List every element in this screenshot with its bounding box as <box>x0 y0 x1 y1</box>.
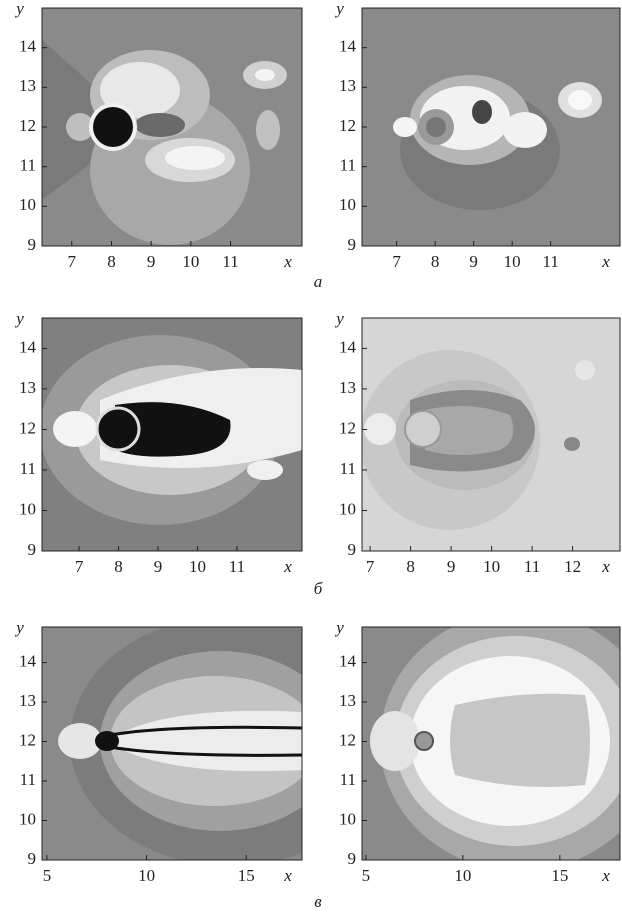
y-tick-label: 9 <box>28 235 37 254</box>
x-tick-label: 11 <box>542 252 558 271</box>
y-tick-label: 11 <box>20 770 36 789</box>
contour-field <box>362 611 622 871</box>
y-tick-label: 9 <box>28 849 37 868</box>
x-tick-label: 10 <box>182 252 199 271</box>
y-tick-label: 11 <box>340 459 356 478</box>
contour-field <box>42 616 390 866</box>
y-tick-label: 11 <box>340 770 356 789</box>
x-axis-label: x <box>601 866 610 885</box>
y-tick-label: 12 <box>339 418 356 437</box>
x-tick-label: 8 <box>431 252 440 271</box>
x-tick-label: 9 <box>154 557 163 576</box>
x-tick-label: 8 <box>114 557 123 576</box>
x-tick-label: 5 <box>362 866 371 885</box>
y-tick-label: 10 <box>339 809 356 828</box>
y-tick-label: 13 <box>19 76 36 95</box>
x-tick-label: 11 <box>229 557 245 576</box>
y-tick-label: 9 <box>348 235 357 254</box>
y-tick-label: 11 <box>340 156 356 175</box>
y-axis-label: y <box>14 618 24 637</box>
contour-field <box>42 8 302 246</box>
y-tick-label: 9 <box>348 849 357 868</box>
x-axis-label: x <box>283 252 292 271</box>
x-axis-label: x <box>601 252 610 271</box>
x-tick-label: 15 <box>238 866 255 885</box>
x-tick-label: 9 <box>147 252 156 271</box>
y-tick-label: 9 <box>28 540 37 559</box>
x-tick-label: 12 <box>564 557 581 576</box>
y-tick-label: 14 <box>339 651 357 670</box>
y-axis-label: y <box>14 0 24 18</box>
contour-field <box>40 318 302 551</box>
y-tick-label: 13 <box>19 691 36 710</box>
x-axis-label: x <box>601 557 610 576</box>
x-axis-label: x <box>283 557 292 576</box>
x-tick-label: 8 <box>406 557 415 576</box>
y-axis-label: y <box>334 0 344 18</box>
x-tick-label: 7 <box>68 252 77 271</box>
x-tick-label: 9 <box>469 252 478 271</box>
x-tick-label: 7 <box>75 557 84 576</box>
y-tick-label: 14 <box>19 337 37 356</box>
contour-field <box>362 8 620 246</box>
x-tick-label: 7 <box>366 557 375 576</box>
contour-field <box>360 318 620 551</box>
x-tick-label: 11 <box>524 557 540 576</box>
x-tick-label: 11 <box>222 252 238 271</box>
y-axis-label: y <box>334 309 344 328</box>
y-tick-label: 12 <box>19 116 36 135</box>
x-tick-label: 7 <box>392 252 401 271</box>
y-tick-label: 12 <box>339 116 356 135</box>
y-tick-label: 9 <box>348 540 357 559</box>
panel-label: а <box>314 272 323 291</box>
x-tick-label: 15 <box>551 866 568 885</box>
y-tick-label: 14 <box>339 37 357 56</box>
x-tick-label: 9 <box>447 557 456 576</box>
y-tick-label: 12 <box>339 730 356 749</box>
y-tick-label: 13 <box>339 76 356 95</box>
panel-label: в <box>314 892 322 911</box>
figure: а б в 9 10 11 12 13 14 7 8 9 10 11 y x 9 10 11 12 13 14 7 8 9… <box>0 0 622 913</box>
x-tick-label: 10 <box>483 557 500 576</box>
y-tick-label: 10 <box>339 499 356 518</box>
y-tick-label: 10 <box>19 195 36 214</box>
y-axis-label: y <box>334 618 344 637</box>
x-tick-label: 10 <box>189 557 206 576</box>
x-tick-label: 10 <box>454 866 471 885</box>
x-tick-label: 10 <box>504 252 521 271</box>
y-tick-label: 13 <box>339 378 356 397</box>
x-tick-label: 10 <box>138 866 155 885</box>
y-tick-label: 12 <box>19 730 36 749</box>
x-tick-label: 5 <box>43 866 52 885</box>
y-axis-label: y <box>14 309 24 328</box>
y-tick-label: 14 <box>19 37 37 56</box>
x-tick-label: 8 <box>107 252 116 271</box>
y-tick-label: 11 <box>20 459 36 478</box>
x-axis-label: x <box>283 866 292 885</box>
y-tick-label: 10 <box>339 195 356 214</box>
y-tick-label: 14 <box>339 337 357 356</box>
y-tick-label: 12 <box>19 418 36 437</box>
y-tick-label: 10 <box>19 809 36 828</box>
y-tick-label: 10 <box>19 499 36 518</box>
y-tick-label: 13 <box>19 378 36 397</box>
y-tick-label: 13 <box>339 691 356 710</box>
y-tick-label: 14 <box>19 651 37 670</box>
panel-label: б <box>314 579 323 598</box>
y-tick-label: 11 <box>20 156 36 175</box>
